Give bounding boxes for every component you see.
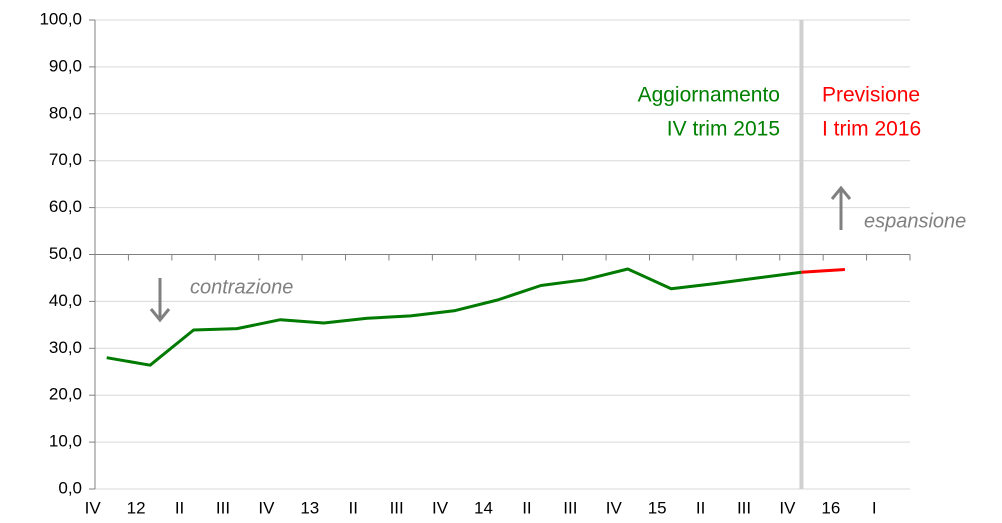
- annotation: I trim 2016: [822, 118, 921, 141]
- y-tick-label: 60,0: [49, 197, 82, 216]
- x-tick-label: III: [390, 498, 404, 517]
- x-tick-label: I: [872, 498, 877, 517]
- annotation: contrazione: [190, 276, 293, 298]
- x-tick-label: IV: [258, 498, 275, 517]
- x-tick-label: 15: [648, 498, 667, 517]
- y-tick-label: 90,0: [49, 56, 82, 75]
- y-tick-label: 20,0: [49, 385, 82, 404]
- x-tick-label: II: [349, 498, 358, 517]
- plot: 0,0 10,0 20,0 30,0 40,0 50,0 60,0 70,0 80,0 90,0 1…: [39, 9, 911, 517]
- annotation: Aggiornamento: [638, 84, 780, 107]
- x-tick-label: 14: [474, 498, 493, 517]
- x-tick-label: III: [737, 498, 751, 517]
- x-tick-label: IV: [606, 498, 623, 517]
- x-tick-label: 13: [300, 498, 319, 517]
- x-tick-label: IV: [432, 498, 449, 517]
- y-tick-label: 30,0: [49, 338, 82, 357]
- x-tick-label: 16: [821, 498, 840, 517]
- x-tick-label: IV: [779, 498, 796, 517]
- x-tick-label: IV: [85, 498, 102, 517]
- annotation: espansione: [864, 210, 966, 232]
- annotation: IV trim 2015: [667, 118, 780, 141]
- y-tick-label: 70,0: [49, 150, 82, 169]
- y-tick-label: 10,0: [49, 432, 82, 451]
- x-tick-label: II: [696, 498, 705, 517]
- annotation: Previsione: [822, 84, 920, 107]
- x-tick-label: II: [522, 498, 531, 517]
- y-tick-label: 100,0: [39, 9, 82, 28]
- y-tick-label: 0,0: [58, 478, 82, 497]
- arrow-up: [830, 185, 852, 230]
- x-tick-label: 12: [127, 498, 146, 517]
- series-line: [106, 267, 802, 367]
- x-tick-label: III: [216, 498, 230, 517]
- y-tick-label: 50,0: [49, 244, 82, 263]
- series-line: [801, 268, 845, 274]
- y-tick-label: 80,0: [49, 103, 82, 122]
- arrow-down: [149, 278, 171, 323]
- x-tick-label: III: [563, 498, 577, 517]
- x-tick-label: II: [175, 498, 184, 517]
- y-tick-label: 40,0: [49, 291, 82, 310]
